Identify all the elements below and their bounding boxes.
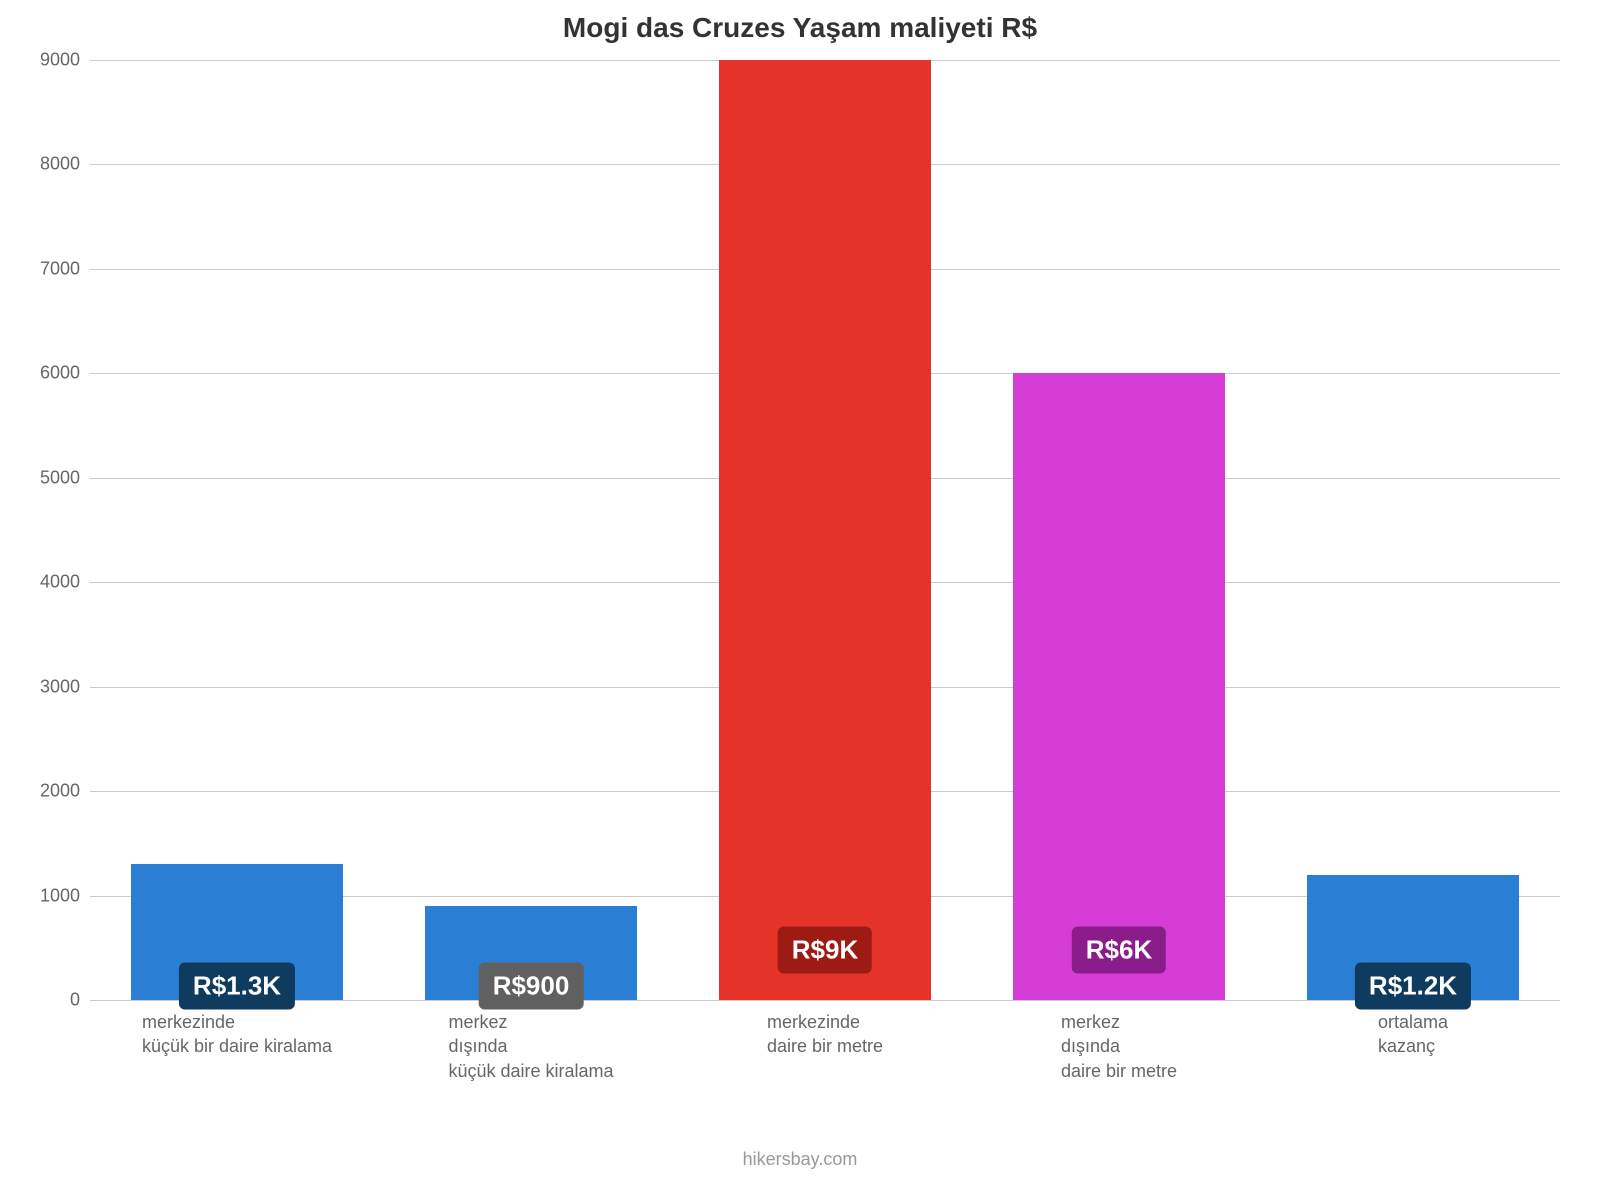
chart-container: Mogi das Cruzes Yaşam maliyeti R$ 010002… <box>0 0 1600 1200</box>
y-tick-label: 7000 <box>40 258 90 279</box>
chart-title: Mogi das Cruzes Yaşam maliyeti R$ <box>0 12 1600 44</box>
x-tick-label: merkezinde küçük bir daire kiralama <box>142 1000 332 1059</box>
x-tick-label: merkez dışında daire bir metre <box>1061 1000 1177 1083</box>
y-tick-label: 0 <box>70 990 90 1011</box>
y-tick-label: 9000 <box>40 50 90 71</box>
bar-value-label: R$9K <box>778 926 872 973</box>
bar-value-label: R$6K <box>1072 926 1166 973</box>
x-tick-label: merkezinde daire bir metre <box>767 1000 883 1059</box>
y-tick-label: 2000 <box>40 781 90 802</box>
y-tick-label: 6000 <box>40 363 90 384</box>
chart-credit: hikersbay.com <box>0 1149 1600 1170</box>
y-tick-label: 8000 <box>40 154 90 175</box>
plot-area: 0100020003000400050006000700080009000R$1… <box>90 60 1560 1000</box>
y-tick-label: 4000 <box>40 572 90 593</box>
y-tick-label: 1000 <box>40 885 90 906</box>
y-tick-label: 5000 <box>40 467 90 488</box>
x-tick-label: ortalama kazanç <box>1378 1000 1448 1059</box>
y-tick-label: 3000 <box>40 676 90 697</box>
bar <box>1013 373 1225 1000</box>
bar <box>719 60 931 1000</box>
x-tick-label: merkez dışında küçük daire kiralama <box>448 1000 613 1083</box>
